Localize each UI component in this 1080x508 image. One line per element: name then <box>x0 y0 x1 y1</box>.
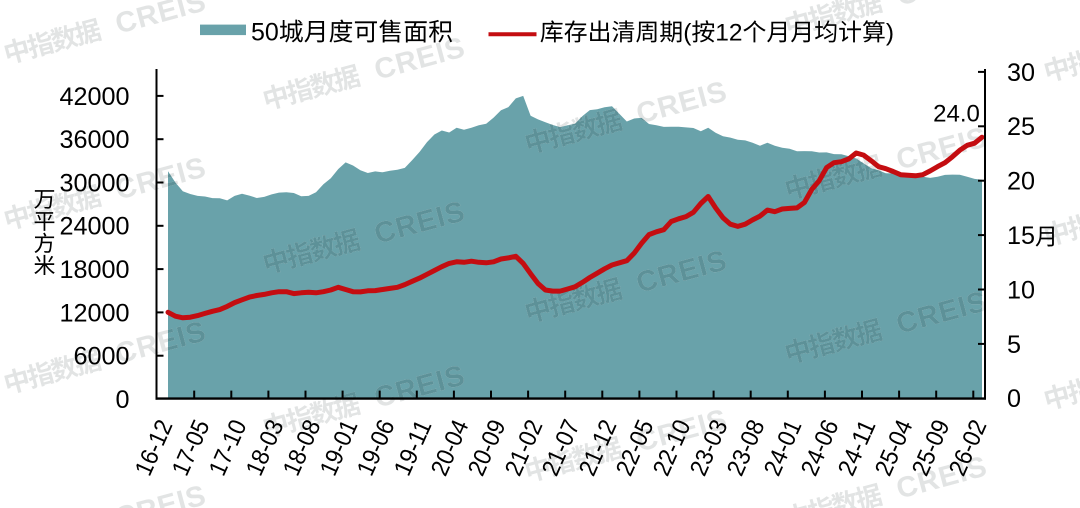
svg-text:15: 15 <box>1007 222 1035 250</box>
svg-text:25: 25 <box>1007 113 1035 141</box>
svg-text:10: 10 <box>1007 276 1035 304</box>
svg-text:42000: 42000 <box>59 83 129 111</box>
svg-text:12000: 12000 <box>59 299 129 327</box>
svg-text:30: 30 <box>1007 59 1035 87</box>
svg-text:): ) <box>886 20 894 47</box>
svg-text:5: 5 <box>1007 331 1021 359</box>
svg-text:24.0: 24.0 <box>933 101 980 128</box>
svg-text:0: 0 <box>115 386 129 414</box>
svg-text:24000: 24000 <box>59 213 129 241</box>
svg-text:0: 0 <box>1007 385 1021 413</box>
svg-text:(: ( <box>683 20 692 47</box>
svg-text:6000: 6000 <box>73 343 129 371</box>
svg-text:36000: 36000 <box>59 126 129 154</box>
svg-text:50: 50 <box>251 19 279 47</box>
svg-text:18000: 18000 <box>59 256 129 284</box>
svg-text:30000: 30000 <box>59 169 129 197</box>
svg-text:20: 20 <box>1007 168 1035 196</box>
svg-text:12: 12 <box>715 20 742 47</box>
